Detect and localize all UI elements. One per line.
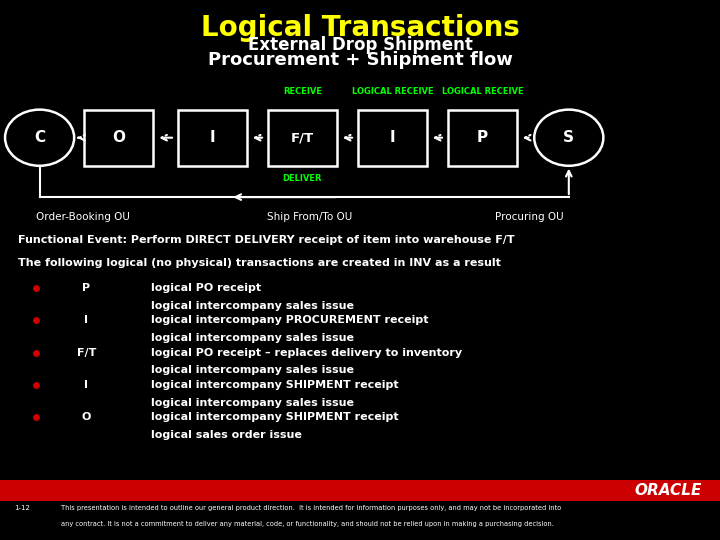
Bar: [448, 110, 517, 166]
Text: Procuring OU: Procuring OU: [495, 212, 564, 222]
Text: P: P: [477, 130, 488, 145]
Text: logical PO receipt: logical PO receipt: [151, 283, 261, 293]
Text: 1-12: 1-12: [14, 505, 30, 511]
Text: LOGICAL RECEIVE: LOGICAL RECEIVE: [351, 87, 433, 96]
Bar: [84, 110, 153, 166]
Text: P: P: [82, 283, 91, 293]
Bar: [268, 110, 337, 166]
Bar: [178, 110, 247, 166]
Text: logical intercompany PROCUREMENT receipt: logical intercompany PROCUREMENT receipt: [151, 315, 428, 326]
Text: DELIVER: DELIVER: [283, 174, 322, 183]
Text: Ship From/To OU: Ship From/To OU: [267, 212, 352, 222]
Text: Procurement + Shipment flow: Procurement + Shipment flow: [207, 51, 513, 69]
Text: I: I: [84, 315, 89, 326]
Text: logical PO receipt – replaces delivery to inventory: logical PO receipt – replaces delivery t…: [151, 348, 462, 357]
Text: O: O: [81, 412, 91, 422]
Text: External Drop Shipment: External Drop Shipment: [248, 36, 472, 54]
Text: O: O: [112, 130, 125, 145]
Text: S: S: [563, 130, 575, 145]
Text: This presentation is intended to outline our general product direction.  It is i: This presentation is intended to outline…: [61, 505, 562, 511]
Text: F/T: F/T: [77, 348, 96, 357]
Text: logical intercompany SHIPMENT receipt: logical intercompany SHIPMENT receipt: [151, 412, 399, 422]
Text: logical sales order issue: logical sales order issue: [151, 430, 302, 440]
Text: logical intercompany sales issue: logical intercompany sales issue: [151, 397, 354, 408]
Text: Functional Event: Perform DIRECT DELIVERY receipt of item into warehouse F/T: Functional Event: Perform DIRECT DELIVER…: [18, 235, 515, 245]
Text: The following logical (no physical) transactions are created in INV as a result: The following logical (no physical) tran…: [18, 258, 501, 268]
Bar: [0, 480, 720, 501]
Text: any contract. It is not a commitment to deliver any material, code, or functiona: any contract. It is not a commitment to …: [61, 521, 554, 526]
Text: I: I: [210, 130, 215, 145]
Text: Order-Booking OU: Order-Booking OU: [36, 212, 130, 222]
Text: logical intercompany SHIPMENT receipt: logical intercompany SHIPMENT receipt: [151, 380, 399, 390]
Text: Logical Transactions: Logical Transactions: [201, 14, 519, 42]
Text: logical intercompany sales issue: logical intercompany sales issue: [151, 301, 354, 311]
Text: ORACLE: ORACLE: [634, 483, 702, 498]
Text: I: I: [84, 380, 89, 390]
Text: F/T: F/T: [291, 131, 314, 144]
Bar: [358, 110, 427, 166]
Text: I: I: [390, 130, 395, 145]
Text: logical intercompany sales issue: logical intercompany sales issue: [151, 365, 354, 375]
Text: logical intercompany sales issue: logical intercompany sales issue: [151, 333, 354, 343]
Text: RECEIVE: RECEIVE: [283, 87, 322, 96]
Text: C: C: [34, 130, 45, 145]
Text: LOGICAL RECEIVE: LOGICAL RECEIVE: [441, 87, 523, 96]
